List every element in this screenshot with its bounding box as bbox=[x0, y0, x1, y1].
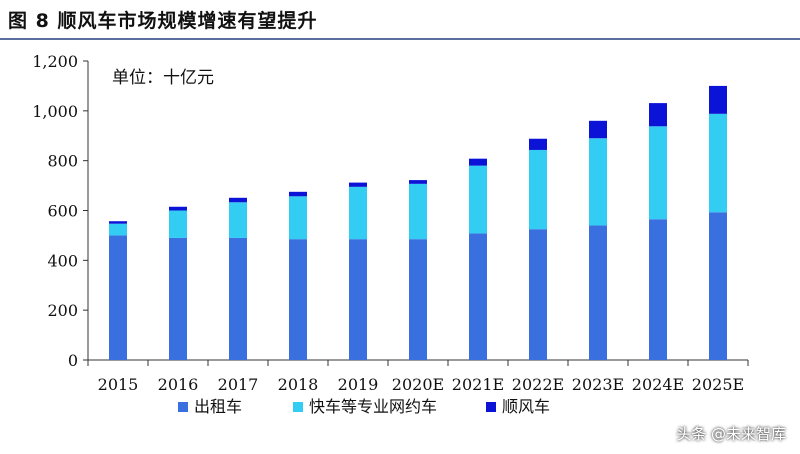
y-tick-label: 800 bbox=[47, 152, 78, 171]
bar-segment bbox=[169, 237, 187, 360]
x-tick-label: 2022E bbox=[512, 375, 564, 394]
bar-segment bbox=[529, 149, 547, 230]
bar-segment bbox=[649, 219, 667, 360]
bar-segment bbox=[649, 103, 667, 127]
bar-segment bbox=[109, 235, 127, 360]
y-tick-label: 1,000 bbox=[32, 102, 78, 121]
bar-segment bbox=[529, 229, 547, 360]
legend-label: 顺风车 bbox=[502, 397, 550, 416]
bar-segment bbox=[289, 191, 307, 197]
legend-label: 快车等专业网约车 bbox=[309, 397, 437, 416]
x-tick-label: 2021E bbox=[452, 375, 504, 394]
bar-segment bbox=[709, 212, 727, 360]
bar-segment bbox=[349, 182, 367, 187]
bar-segment bbox=[229, 197, 247, 203]
stacked-bar-chart: 0 200 400 600 800 1,000 1,200 2015 2016 2017 2018 2… bbox=[32, 52, 749, 416]
x-tick-label: 2018 bbox=[278, 375, 319, 394]
x-tick-label: 2023E bbox=[572, 375, 624, 394]
y-tick-label: 400 bbox=[47, 251, 78, 270]
x-tick-label: 2015 bbox=[98, 375, 139, 394]
bar-segment bbox=[589, 120, 607, 139]
legend-swatch bbox=[293, 402, 303, 412]
x-tick-label: 2025E bbox=[692, 375, 744, 394]
bar-segment bbox=[349, 239, 367, 360]
y-tick-label: 600 bbox=[47, 202, 78, 221]
bar-segment bbox=[109, 223, 127, 236]
bar-segment bbox=[349, 186, 367, 240]
x-tick-label: 2019 bbox=[338, 375, 379, 394]
y-tick-label: 200 bbox=[47, 301, 78, 320]
bar-segment bbox=[229, 202, 247, 238]
title-bar: 图 8 顺风车市场规模增速有望提升 bbox=[0, 0, 800, 40]
legend-label: 出租车 bbox=[194, 397, 242, 416]
watermark: 头条 @未来智库 bbox=[676, 425, 786, 443]
chart-title: 图 8 顺风车市场规模增速有望提升 bbox=[8, 10, 318, 32]
x-tick-label: 2016 bbox=[158, 375, 199, 394]
bar-segment bbox=[109, 221, 127, 224]
bar-segment bbox=[409, 183, 427, 240]
bar-segment bbox=[709, 85, 727, 114]
x-tick-label: 2020E bbox=[392, 375, 444, 394]
unit-label: 单位：十亿元 bbox=[112, 68, 214, 88]
bar-segment bbox=[469, 165, 487, 234]
bar-segment bbox=[529, 138, 547, 150]
bar-segment bbox=[709, 113, 727, 213]
bar-segment bbox=[169, 206, 187, 211]
legend-swatch bbox=[486, 402, 496, 412]
bar-segment bbox=[469, 158, 487, 166]
bar-segment bbox=[589, 225, 607, 360]
bar-segment bbox=[469, 233, 487, 360]
title-divider bbox=[0, 38, 800, 40]
x-tick-label: 2017 bbox=[218, 375, 259, 394]
bar-segment bbox=[409, 239, 427, 360]
bar-segment bbox=[589, 138, 607, 226]
x-tick-label: 2024E bbox=[632, 375, 684, 394]
y-tick-label: 1,200 bbox=[32, 52, 78, 71]
bar-segment bbox=[649, 126, 667, 220]
bar-segment bbox=[409, 180, 427, 184]
bar-segment bbox=[229, 237, 247, 360]
legend-swatch bbox=[178, 402, 188, 412]
bar-segment bbox=[169, 210, 187, 238]
bar-segment bbox=[289, 196, 307, 240]
bar-segment bbox=[289, 239, 307, 360]
y-tick-label: 0 bbox=[68, 351, 78, 370]
